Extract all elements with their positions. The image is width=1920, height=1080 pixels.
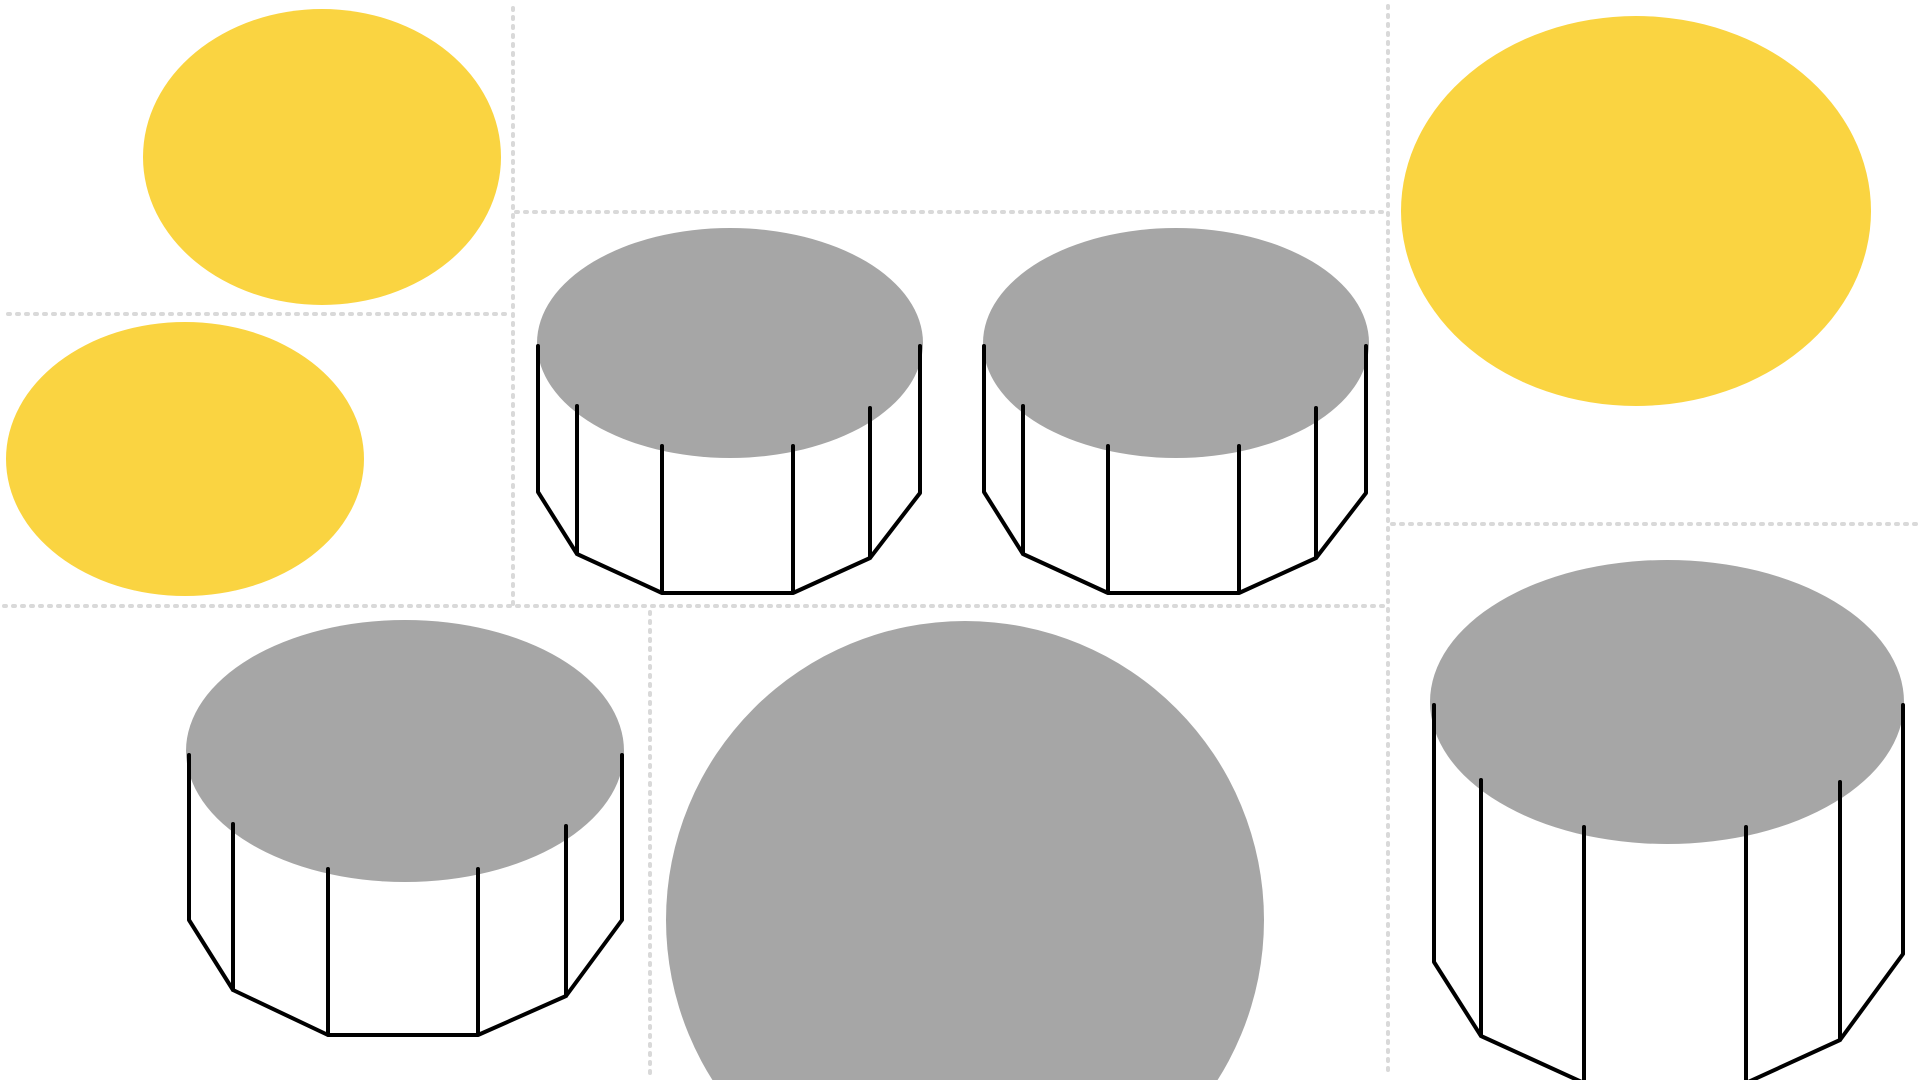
- yellow-ellipse-top-right: [1401, 16, 1871, 406]
- drum-upper-middle-right: [982, 228, 1369, 595]
- drum-lower-right: [1430, 560, 1905, 1080]
- drum-top-surface: [186, 620, 624, 882]
- drum-side-frame: [1432, 703, 1905, 1080]
- drum-side-frame: [982, 344, 1368, 595]
- gray-circle-bottom-center: [666, 621, 1264, 1080]
- drum-lower-left: [186, 620, 624, 1037]
- drum-top-surface: [983, 228, 1369, 458]
- yellow-ellipse-top-left: [143, 9, 501, 305]
- drum-upper-middle-left: [536, 228, 923, 595]
- divider-lines: [2, 4, 1918, 1078]
- yellow-ellipse-mid-left: [6, 322, 364, 596]
- drum-side-frame: [187, 753, 624, 1037]
- drum-side-frame: [536, 344, 922, 595]
- drum-top-surface: [1430, 560, 1904, 844]
- drum-top-surface: [537, 228, 923, 458]
